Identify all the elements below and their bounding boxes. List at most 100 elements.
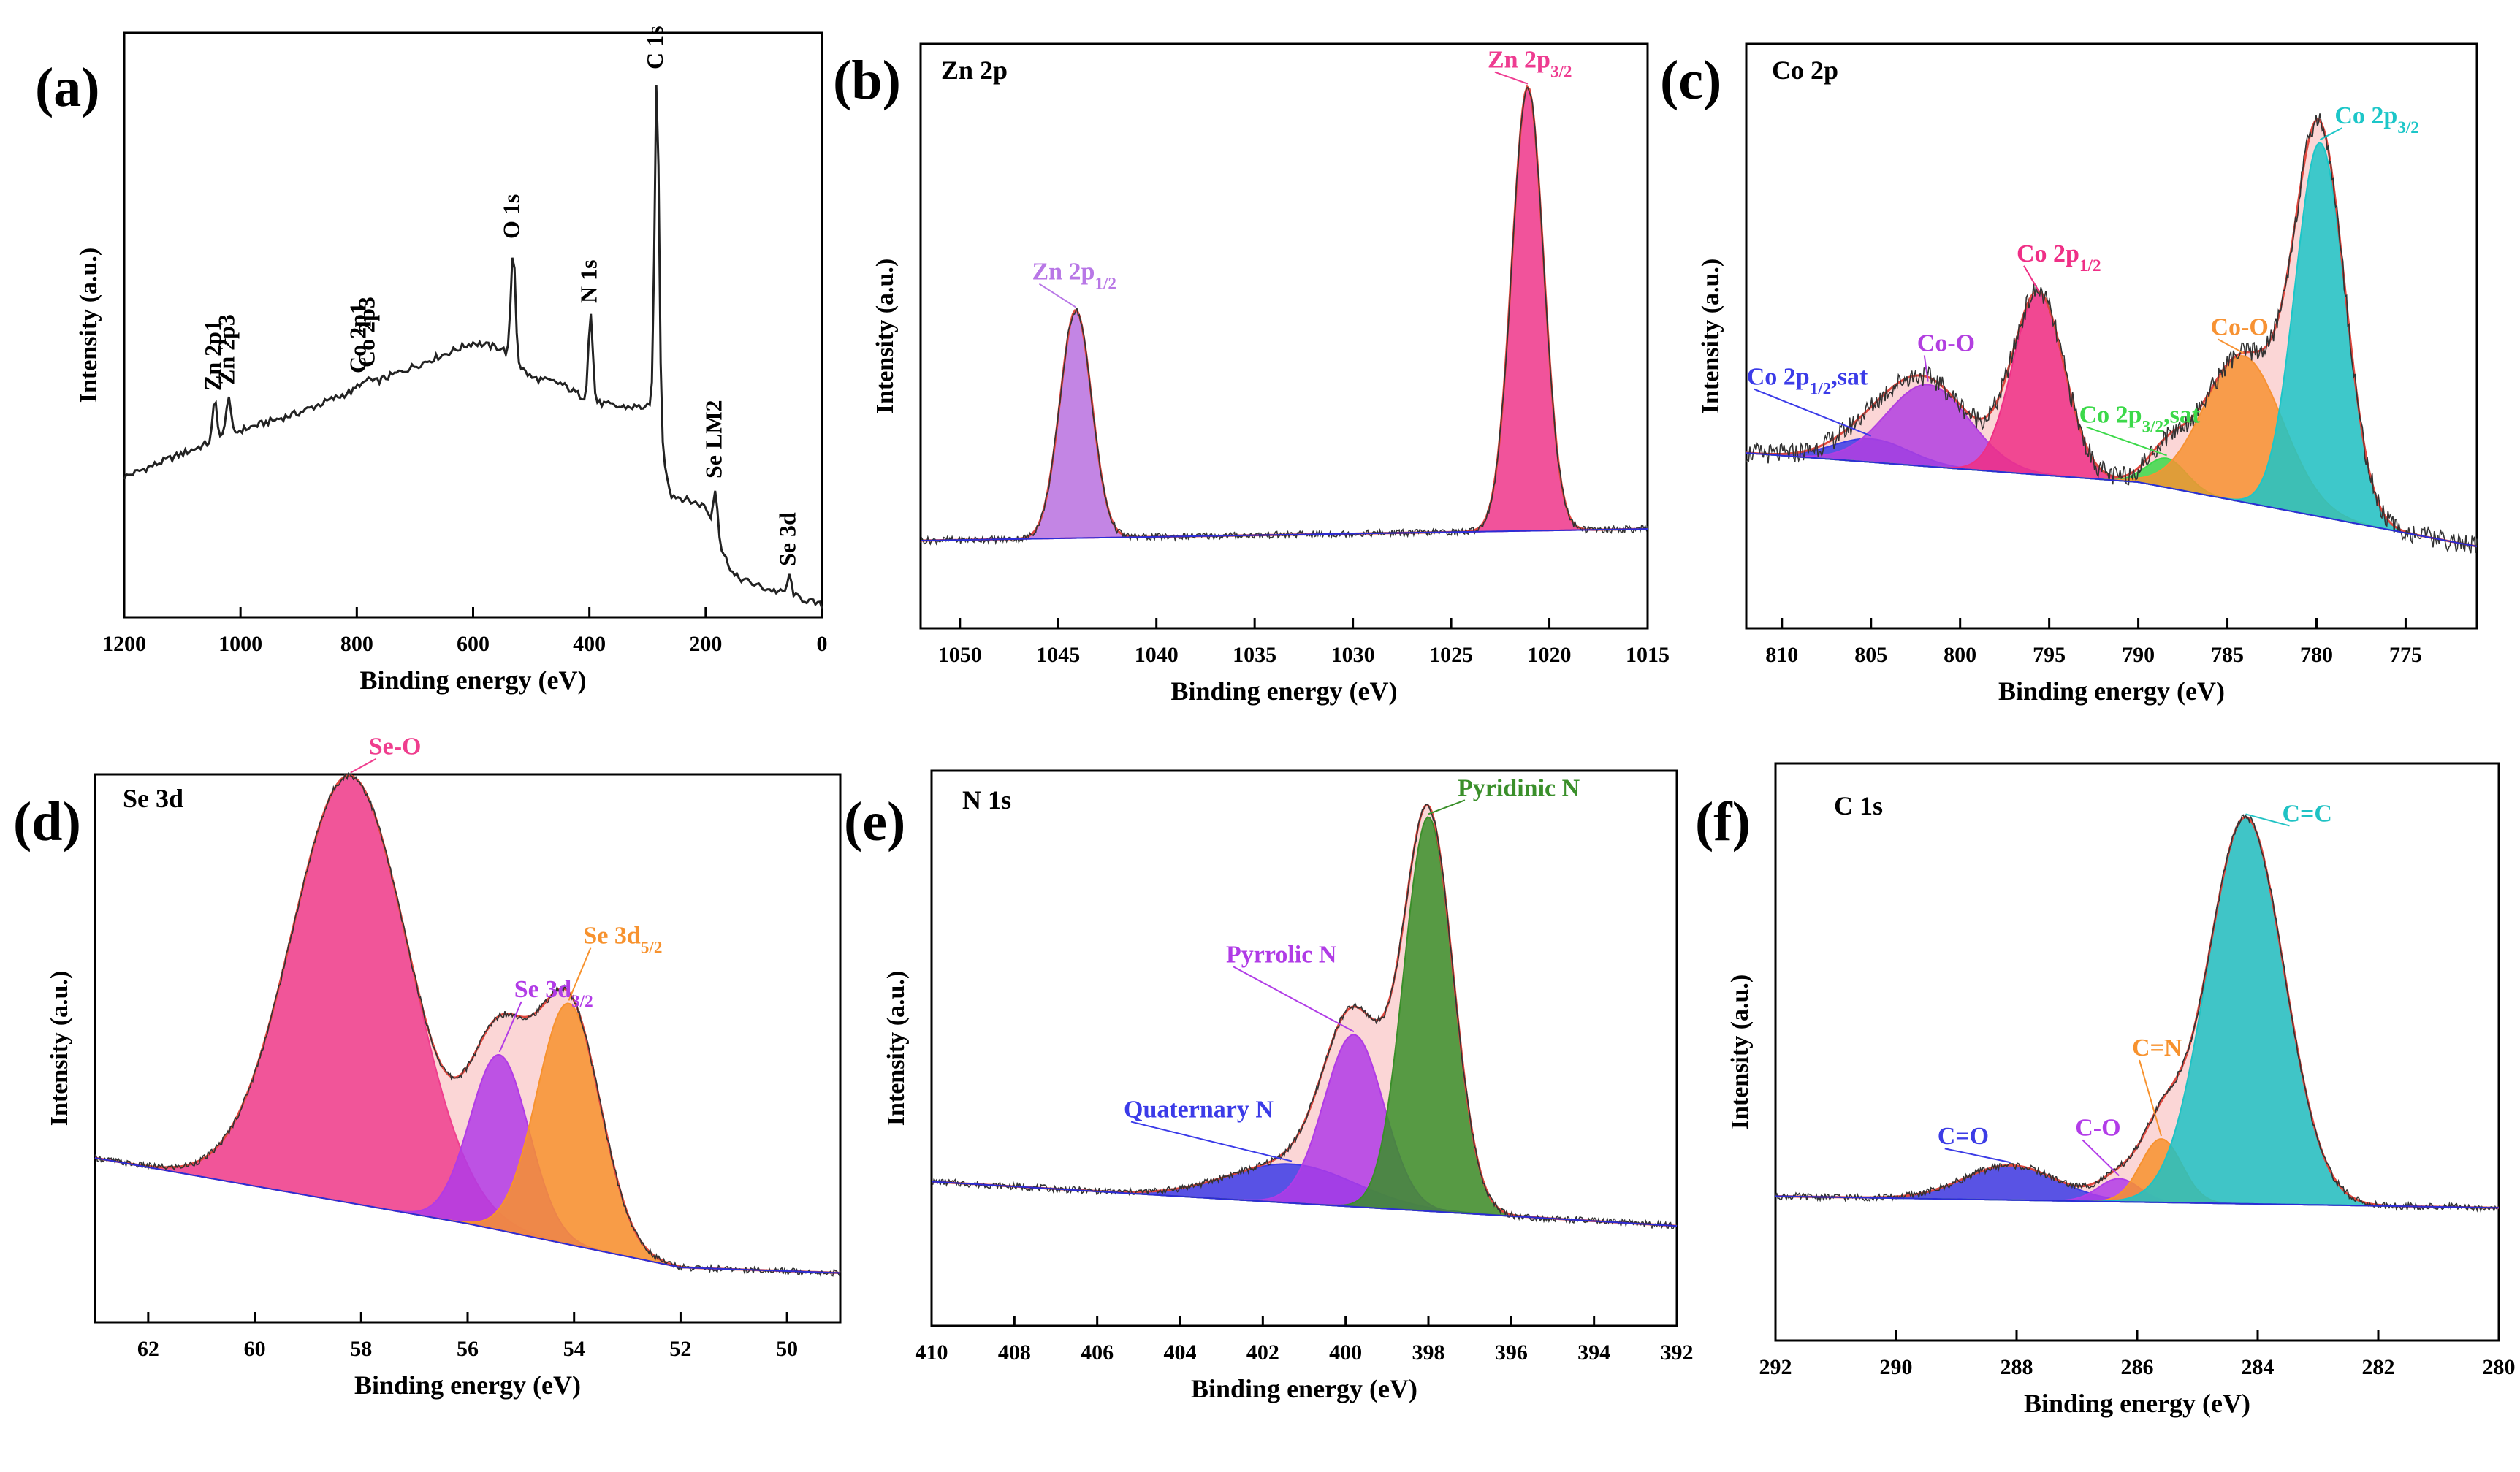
x-tick-label: 58 <box>350 1337 372 1361</box>
envelope-fill <box>932 805 1677 1227</box>
leader-line <box>2218 338 2244 354</box>
leader-line <box>2245 813 2290 827</box>
component-label: C=O <box>1938 1123 1989 1150</box>
x-tick-label: 50 <box>776 1337 798 1361</box>
leader-line <box>1233 966 1355 1033</box>
raw-data-line <box>94 772 841 1277</box>
x-tick-label: 810 <box>1765 643 1798 667</box>
x-axis-label: Binding energy (eV) <box>360 666 587 695</box>
component-label: Pyrrolic N <box>1226 941 1337 968</box>
panel-letter: (f) <box>1695 791 1751 853</box>
y-axis-label: Intensity (a.u.) <box>75 248 102 403</box>
panel-letter: (a) <box>35 57 100 118</box>
component-label: Zn 2p3/2 <box>1488 47 1572 82</box>
leader-line <box>2082 1139 2120 1177</box>
x-tick-label: 288 <box>2001 1355 2033 1379</box>
peak-label: C 1s <box>642 26 668 69</box>
panel-title: N 1s <box>962 785 1011 815</box>
panel-f: 292 290 288 286 284 282 280 Binding energy (eV)… <box>1727 762 2516 1418</box>
leader-line <box>498 1001 522 1053</box>
leader-line <box>2086 426 2167 457</box>
x-tick-label: 1040 <box>1135 643 1179 667</box>
panel-title: Se 3d <box>123 784 183 813</box>
x-axis-label: Binding energy (eV) <box>354 1370 581 1400</box>
x-tick-label: 1045 <box>1036 643 1080 667</box>
y-axis-label: Intensity (a.u.) <box>883 971 910 1126</box>
x-tick-label: 392 <box>1661 1341 1694 1365</box>
x-tick-label: 1035 <box>1233 643 1276 667</box>
leader-line <box>1038 283 1076 308</box>
x-tick-label: 290 <box>1880 1355 1913 1379</box>
leader-line <box>350 758 377 774</box>
raw-data-line <box>920 86 1648 546</box>
component-label: Se 3d3/2 <box>514 976 593 1011</box>
panel-letter: (c) <box>1660 50 1721 111</box>
peak-label: O 1s <box>498 194 524 239</box>
component-peak <box>921 85 1648 541</box>
background-line <box>94 1157 841 1274</box>
panel-title: Zn 2p <box>941 56 1008 85</box>
x-tick-label: 400 <box>1329 1341 1362 1365</box>
survey-line <box>123 84 823 609</box>
x-tick-label: 62 <box>137 1337 159 1361</box>
x-tick-label: 775 <box>2389 643 2422 667</box>
peak-label: N 1s <box>575 259 601 303</box>
component-label: Pyridinic N <box>1458 774 1580 801</box>
raw-data-line <box>931 804 1678 1229</box>
peak-label: Se 3d <box>774 512 800 566</box>
background-line <box>1775 1195 2499 1209</box>
x-tick-label: 60 <box>244 1337 266 1361</box>
x-tick-label: 800 <box>340 632 373 656</box>
x-tick-label: 805 <box>1854 643 1887 667</box>
x-tick-label: 795 <box>2033 643 2066 667</box>
component-label: Co 2p1/2,sat <box>1747 364 1868 399</box>
x-tick-label: 54 <box>563 1337 585 1361</box>
x-tick-label: 410 <box>916 1341 948 1365</box>
component-label: Co 2p1/2 <box>2017 240 2101 275</box>
x-tick-label: 1025 <box>1429 643 1473 667</box>
x-tick-label: 785 <box>2211 643 2244 667</box>
component-label: Quaternary N <box>1124 1097 1274 1124</box>
x-tick-label: 396 <box>1495 1341 1528 1365</box>
background-line <box>1746 452 2478 547</box>
y-axis-label: Intensity (a.u.) <box>872 259 899 414</box>
leader-line <box>2023 265 2039 291</box>
x-tick-label: 56 <box>457 1337 479 1361</box>
component-label: Co 2p3/2,sat <box>2079 401 2201 436</box>
leader-line <box>1428 799 1466 815</box>
peak-label: Co 2p1 <box>344 302 370 373</box>
component-label: Co-O <box>2210 313 2268 340</box>
y-axis-label: Intensity (a.u.) <box>1727 975 1754 1130</box>
x-tick-label: 398 <box>1412 1341 1445 1365</box>
component-label: Co 2p3/2 <box>2334 102 2419 137</box>
component-label: Se-O <box>369 733 422 760</box>
leader-line <box>2139 1059 2162 1137</box>
leader-line <box>568 947 592 1001</box>
component-label: Zn 2p1/2 <box>1032 259 1116 294</box>
x-tick-label: 284 <box>2242 1355 2275 1379</box>
component-peak <box>1746 142 2478 547</box>
background-line <box>921 528 1648 541</box>
x-tick-label: 394 <box>1577 1341 1610 1365</box>
panel-d: 62 60 58 56 54 52 50 Binding energy (eV) Intensi… <box>46 733 842 1400</box>
panel-c: 810 805 800 795 790 785 780 775 Binding energy (… <box>1697 42 2478 706</box>
peak-label: Se LM2 <box>700 400 726 478</box>
x-tick-label: 0 <box>817 632 828 656</box>
component-label: C-O <box>2075 1114 2120 1141</box>
x-axis-label: Binding energy (eV) <box>1998 676 2225 706</box>
leader-line <box>1130 1121 1293 1162</box>
x-tick-label: 1015 <box>1626 643 1670 667</box>
x-tick-label: 800 <box>1944 643 1976 667</box>
background-line <box>931 1181 1678 1227</box>
leader-line <box>2319 127 2342 141</box>
envelope-line <box>1775 815 2499 1209</box>
leader-line <box>1923 355 1929 382</box>
x-tick-label: 404 <box>1164 1341 1197 1365</box>
panel-b: 1050 1045 1040 1035 1030 1025 1020 1015 Binding … <box>872 42 1670 706</box>
plot-frame <box>930 769 1678 1327</box>
leader-line <box>1754 388 1872 437</box>
x-axis-label: Binding energy (eV) <box>2024 1389 2250 1418</box>
x-tick-label: 1050 <box>938 643 982 667</box>
